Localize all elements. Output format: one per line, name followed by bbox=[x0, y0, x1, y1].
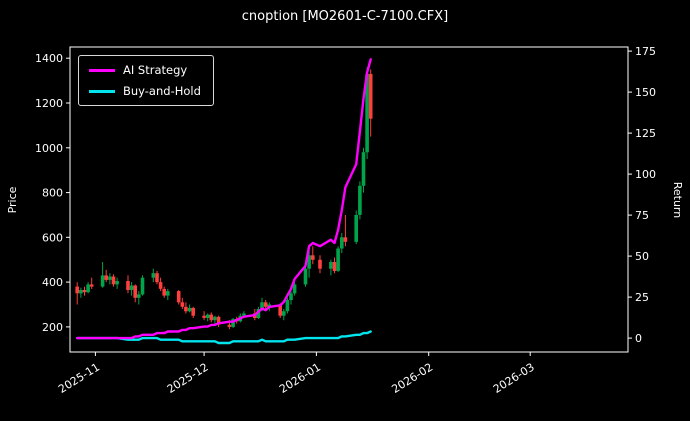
legend-item-buy-and-hold: Buy-and-Hold bbox=[89, 84, 201, 98]
return-tick-label: 125 bbox=[635, 127, 656, 140]
x-tick-label: 2026-03 bbox=[491, 361, 537, 396]
price-tick-label: 600 bbox=[42, 231, 63, 244]
price-tick-label: 200 bbox=[42, 321, 63, 334]
price-tick-label: 800 bbox=[42, 187, 63, 200]
chart-title: cnoption [MO2601-C-7100.CFX] bbox=[241, 9, 449, 24]
x-tick-label: 2026-02 bbox=[389, 361, 435, 396]
price-axis-label: Price bbox=[6, 186, 19, 213]
return-tick-label: 150 bbox=[635, 86, 656, 99]
buy-and-hold-line-swatch bbox=[89, 89, 115, 93]
return-tick-label: 75 bbox=[635, 209, 649, 222]
price-tick-label: 1400 bbox=[35, 52, 63, 65]
ai-strategy-line-swatch bbox=[89, 68, 115, 72]
return-tick-label: 175 bbox=[635, 45, 656, 58]
legend-label-buy-and-hold: Buy-and-Hold bbox=[123, 84, 201, 98]
return-tick-label: 25 bbox=[635, 291, 649, 304]
candles-layer bbox=[75, 67, 373, 330]
ai-strategy-line bbox=[75, 58, 372, 340]
plot-border bbox=[69, 46, 629, 353]
return-axis-label: Return bbox=[671, 182, 684, 219]
return-tick-label: 0 bbox=[635, 332, 642, 345]
price-tick-label: 400 bbox=[42, 276, 63, 289]
legend-label-ai-strategy: AI Strategy bbox=[123, 63, 188, 77]
x-tick-label: 2026-01 bbox=[277, 361, 323, 396]
return-tick-label: 100 bbox=[635, 168, 656, 181]
price-tick-label: 1200 bbox=[35, 97, 63, 110]
legend-item-ai-strategy: AI Strategy bbox=[89, 63, 201, 77]
return-tick-label: 50 bbox=[635, 250, 649, 263]
x-tick-label: 2025-12 bbox=[165, 361, 211, 396]
x-tick-label: 2025-11 bbox=[56, 361, 102, 396]
legend: AI Strategy Buy-and-Hold bbox=[78, 55, 214, 106]
price-tick-label: 1000 bbox=[35, 142, 63, 155]
